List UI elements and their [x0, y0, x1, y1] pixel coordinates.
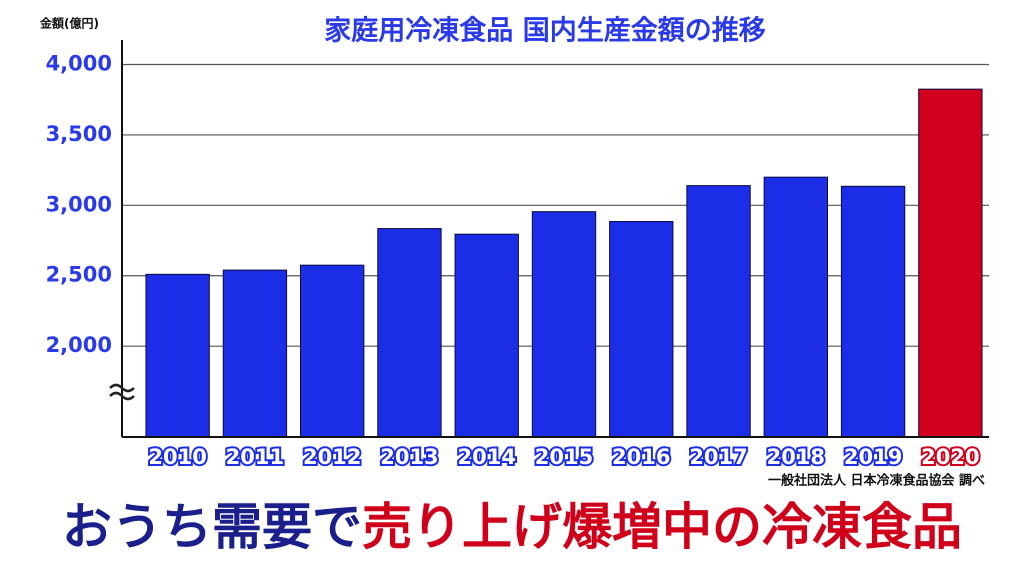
- y-tick-label: 2,000: [46, 333, 112, 357]
- bar: [840, 185, 906, 438]
- bar: [222, 269, 288, 438]
- x-tick-label: 2015: [535, 445, 593, 469]
- caption-part: 売り上げ爆増中の冷凍食品: [362, 498, 962, 556]
- bar: [686, 185, 751, 438]
- x-tick-label: 2017: [689, 445, 747, 469]
- bar: [531, 211, 597, 438]
- y-tick-label: 3,000: [46, 192, 112, 216]
- x-tick-label: 2014: [458, 445, 516, 469]
- plot-area: 2,000 2,500 3,000 3,500 4,000 2010 2011 2012 201…: [44, 40, 989, 471]
- caption: おうち需要で売り上げ爆増中の冷凍食品: [62, 498, 962, 556]
- y-tick-label: 2,500: [46, 263, 112, 287]
- x-tick-label: 2013: [380, 445, 438, 469]
- bar: [300, 264, 365, 438]
- y-axis-unit: 金額(億円): [40, 16, 99, 31]
- bar: [145, 273, 210, 438]
- x-tick-label: 2011: [226, 445, 284, 469]
- bar: [377, 228, 442, 438]
- bar: [609, 221, 674, 438]
- bar: [763, 176, 828, 438]
- x-tick-label: 2010: [148, 445, 206, 469]
- x-tick-label: 2016: [612, 445, 670, 469]
- source-note: 一般社団法人 日本冷凍食品協会 調べ: [768, 473, 985, 489]
- x-tick-label: 2018: [767, 445, 825, 469]
- x-tick-label: 2012: [303, 445, 361, 469]
- caption-part: おうち需要で: [62, 498, 362, 556]
- y-tick-label: 3,500: [46, 122, 112, 146]
- x-tick-label: 2020: [921, 445, 979, 469]
- bar: [454, 233, 519, 438]
- chart-title: 家庭用冷凍食品 国内生産金額の推移: [324, 16, 765, 47]
- x-tick-label: 2019: [844, 445, 902, 469]
- bar: [918, 88, 983, 438]
- y-tick-label: 4,000: [46, 52, 112, 76]
- axis-break: [109, 383, 135, 401]
